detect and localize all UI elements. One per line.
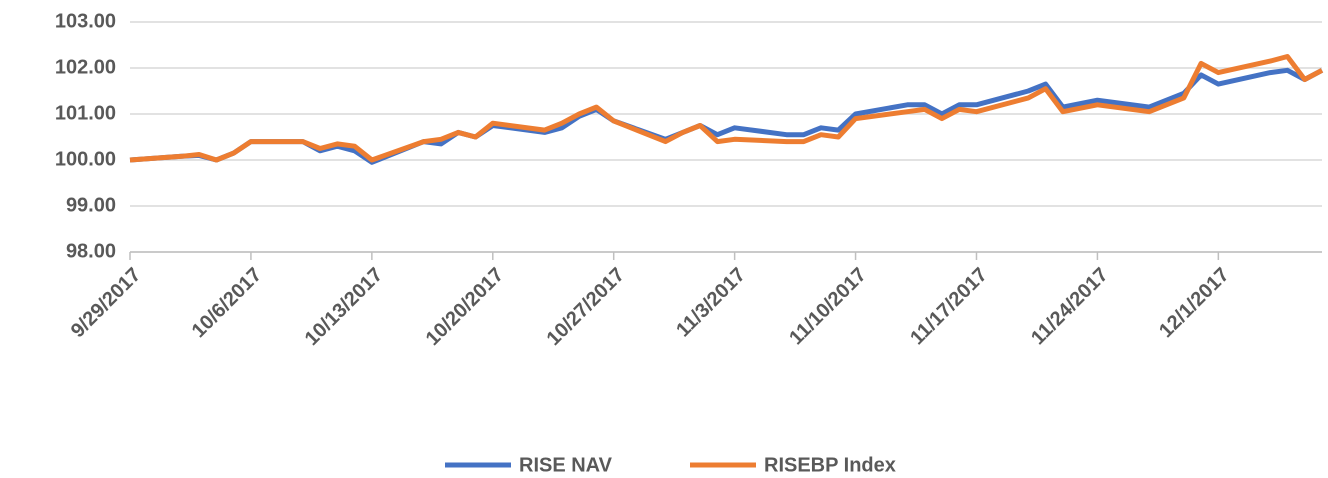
legend-label: RISEBP Index [764,454,896,476]
series-line [129,54,1324,163]
x-tick-label: 11/17/2017 [906,264,992,350]
x-tick-label: 11/24/2017 [1027,264,1113,350]
x-tick-label: 10/13/2017 [301,264,387,350]
y-tick-label: 98.00 [66,240,116,262]
legend-label: RISE NAV [519,454,613,476]
series-line [129,67,1324,165]
x-tick-label: 11/3/2017 [672,264,750,342]
y-tick-label: 100.00 [55,148,116,170]
x-tick-label: 9/29/2017 [67,264,145,342]
x-tick-label: 10/20/2017 [422,264,508,350]
y-tick-label: 101.00 [55,102,116,124]
x-tick-label: 11/10/2017 [785,264,871,350]
x-tick-label: 10/27/2017 [543,264,629,350]
x-tick-label: 12/1/2017 [1155,264,1233,342]
x-tick-label: 10/6/2017 [188,264,266,342]
y-tick-label: 102.00 [55,56,116,78]
y-tick-label: 99.00 [66,194,116,216]
y-tick-label: 103.00 [55,10,116,32]
